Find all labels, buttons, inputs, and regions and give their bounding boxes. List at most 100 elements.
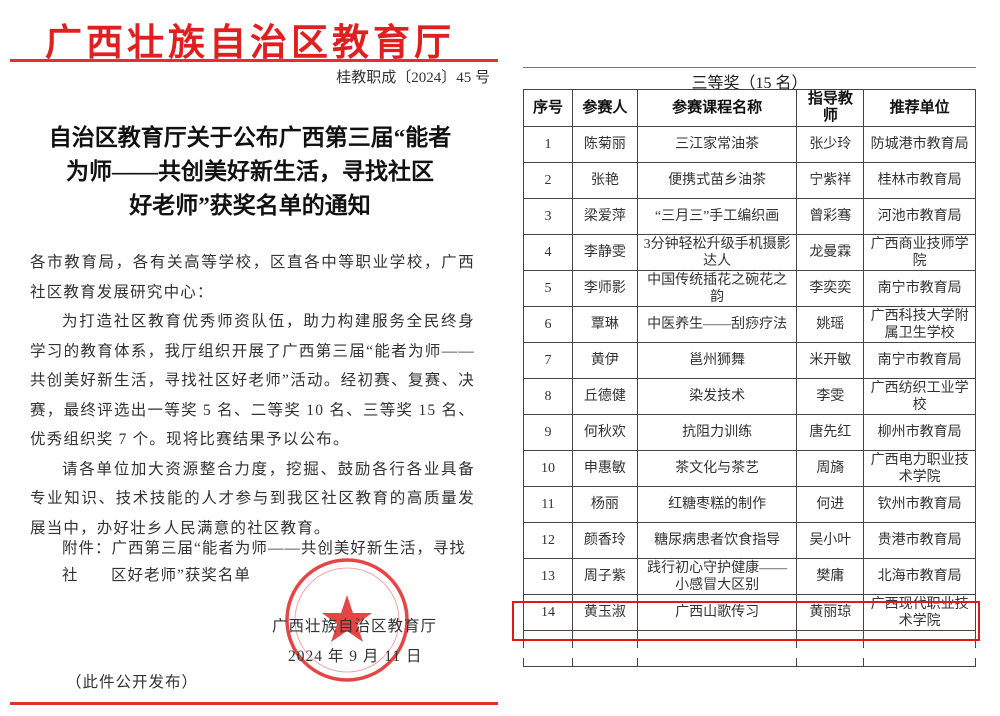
signature-organization: 广西壮族自治区教育厅 xyxy=(272,618,438,635)
recommending-unit-cell: 南宁市教育局 xyxy=(863,342,976,379)
rank-cell: 7 xyxy=(523,342,573,379)
attachment-line-1: 附件：广西第三届“能者为师——共创美好新生活，寻找社 xyxy=(62,540,466,584)
course-name-cell: 中医养生——刮痧疗法 xyxy=(636,306,798,343)
page-crop-edge xyxy=(505,648,1000,658)
instructor-cell: 宁紫祥 xyxy=(796,162,865,199)
page-top-rule xyxy=(523,67,976,68)
body-paragraph: 为打造社区教育优秀师资队伍，助力构建服务全民终身学习的教育体系，我厅组织开展了广… xyxy=(30,313,475,448)
table-row: 5 李师影 中国传统插花之碗花之韵 李奕奕 南宁市教育局 xyxy=(523,270,976,307)
participant-cell: 梁爱萍 xyxy=(571,198,638,235)
participant-cell: 丘德健 xyxy=(571,378,638,415)
course-name-cell: 糖尿病患者饮食指导 xyxy=(636,522,798,559)
signature-date: 2024 年 9 月 11 日 xyxy=(288,648,423,665)
notice-title-line-1: 自治区教育厅关于公布广西第三届“能者 xyxy=(48,125,452,150)
course-name-cell: 广西山歌传习 xyxy=(636,594,798,631)
table-row: 10 申惠敏 茶文化与茶艺 周旖 广西电力职业技术学院 xyxy=(523,450,976,487)
table-row: 4 李静雯 3分钟轻松升级手机摄影达人 龙曼霖 广西商业技师学院 xyxy=(523,234,976,271)
instructor-cell: 李雯 xyxy=(796,378,865,415)
addressee: 各市教育局，各有关高等学校，区直各中等职业学校，广西社区教育发展研究中心： xyxy=(30,254,475,301)
course-name-cell: 抗阻力训练 xyxy=(636,414,798,451)
participant-cell: 颜香玲 xyxy=(571,522,638,559)
recommending-unit-cell: 广西电力职业技术学院 xyxy=(863,450,976,487)
instructor-cell: 黄丽琼 xyxy=(796,594,865,631)
column-header: 推荐单位 xyxy=(863,89,976,127)
instructor-cell: 唐先红 xyxy=(796,414,865,451)
course-name-cell: 中国传统插花之碗花之韵 xyxy=(636,270,798,307)
table-row: 11 杨丽 红糖枣糕的制作 何进 钦州市教育局 xyxy=(523,486,976,523)
table-row: 7 黄伊 邕州狮舞 米开敏 南宁市教育局 xyxy=(523,342,976,379)
recommending-unit-cell: 广西纺织工业学校 xyxy=(863,378,976,415)
instructor-cell: 姚瑶 xyxy=(796,306,865,343)
recommending-unit-cell: 广西现代职业技术学院 xyxy=(863,594,976,631)
bottom-red-rule xyxy=(10,702,498,705)
participant-cell: 陈菊丽 xyxy=(571,126,638,163)
column-header: 参赛人 xyxy=(571,89,638,127)
instructor-cell: 何进 xyxy=(796,486,865,523)
instructor-cell: 曾彩骞 xyxy=(796,198,865,235)
participant-cell: 张艳 xyxy=(571,162,638,199)
instructor-cell: 樊庸 xyxy=(796,558,865,595)
award-list-page: 三等奖（15 名） 序号 参赛人 参赛课程名称 指导教师 推荐单位 1 陈菊丽 三江家常油茶… xyxy=(505,60,1000,667)
recommending-unit-cell: 河池市教育局 xyxy=(863,198,976,235)
rank-cell: 10 xyxy=(523,450,573,487)
document-number: 桂教职成〔2024〕45 号 xyxy=(336,70,490,86)
rank-cell: 13 xyxy=(523,558,573,595)
instructor-cell: 米开敏 xyxy=(796,342,865,379)
table-row: 2 张艳 便携式苗乡油茶 宁紫祥 桂林市教育局 xyxy=(523,162,976,199)
top-red-rule xyxy=(10,59,498,62)
rank-cell: 4 xyxy=(523,234,573,271)
award-table: 序号 参赛人 参赛课程名称 指导教师 推荐单位 1 陈菊丽 三江家常油茶 张少玲 防城港市教育局… xyxy=(523,89,976,667)
participant-cell: 黄伊 xyxy=(571,342,638,379)
rank-cell: 2 xyxy=(523,162,573,199)
official-seal xyxy=(285,558,409,682)
recommending-unit-cell: 南宁市教育局 xyxy=(863,270,976,307)
recommending-unit-cell: 桂林市教育局 xyxy=(863,162,976,199)
participant-cell: 申惠敏 xyxy=(571,450,638,487)
rank-cell: 12 xyxy=(523,522,573,559)
notice-body: 各市教育局，各有关高等学校，区直各中等职业学校，广西社区教育发展研究中心： 为打… xyxy=(30,248,475,543)
column-header: 序号 xyxy=(523,89,573,127)
course-name-cell: “三月三”手工编织画 xyxy=(636,198,798,235)
masthead: 广西壮族自治区教育厅 xyxy=(45,23,455,64)
course-name-cell: 三江家常油茶 xyxy=(636,126,798,163)
publication-note: （此件公开发布） xyxy=(66,674,199,691)
instructor-cell: 吴小叶 xyxy=(796,522,865,559)
instructor-cell: 张少玲 xyxy=(796,126,865,163)
course-name-cell: 茶文化与茶艺 xyxy=(636,450,798,487)
rank-cell: 14 xyxy=(523,594,573,631)
table-row: 3 梁爱萍 “三月三”手工编织画 曾彩骞 河池市教育局 xyxy=(523,198,976,235)
table-row: 8 丘德健 染发技术 李雯 广西纺织工业学校 xyxy=(523,378,976,415)
table-row: 12 颜香玲 糖尿病患者饮食指导 吴小叶 贵港市教育局 xyxy=(523,522,976,559)
participant-cell: 杨丽 xyxy=(571,486,638,523)
participant-cell: 李师影 xyxy=(571,270,638,307)
rank-cell: 5 xyxy=(523,270,573,307)
award-caption: 三等奖（15 名） xyxy=(691,75,808,92)
table-row: 6 覃琳 中医养生——刮痧疗法 姚瑶 广西科技大学附属卫生学校 xyxy=(523,306,976,343)
body-paragraph: 请各单位加大资源整合力度，挖掘、鼓励各行各业具备专业知识、技术技能的人才参与到我… xyxy=(30,460,475,537)
seal-star-icon xyxy=(322,595,372,642)
course-name-cell: 践行初心守护健康——小感冒大区别 xyxy=(636,558,798,595)
table-row: 13 周子紫 践行初心守护健康——小感冒大区别 樊庸 北海市教育局 xyxy=(523,558,976,595)
rank-cell: 3 xyxy=(523,198,573,235)
participant-cell: 李静雯 xyxy=(571,234,638,271)
recommending-unit-cell: 防城港市教育局 xyxy=(863,126,976,163)
participant-cell: 何秋欢 xyxy=(571,414,638,451)
table-header-row: 序号 参赛人 参赛课程名称 指导教师 推荐单位 xyxy=(523,89,976,127)
recommending-unit-cell: 钦州市教育局 xyxy=(863,486,976,523)
participant-cell: 周子紫 xyxy=(571,558,638,595)
column-header: 指导教师 xyxy=(796,89,865,127)
rank-cell: 6 xyxy=(523,306,573,343)
notice-title-line-2: 为师——共创美好新生活，寻找社区 xyxy=(66,159,434,184)
course-name-cell: 红糖枣糕的制作 xyxy=(636,486,798,523)
participant-cell: 覃琳 xyxy=(571,306,638,343)
table-row: 14 黄玉淑 广西山歌传习 黄丽琼 广西现代职业技术学院 xyxy=(523,594,976,631)
course-name-cell: 便携式苗乡油茶 xyxy=(636,162,798,199)
recommending-unit-cell: 北海市教育局 xyxy=(863,558,976,595)
rank-cell: 11 xyxy=(523,486,573,523)
instructor-cell: 龙曼霖 xyxy=(796,234,865,271)
rank-cell: 9 xyxy=(523,414,573,451)
instructor-cell: 周旖 xyxy=(796,450,865,487)
notice-document: 广西壮族自治区教育厅 桂教职成〔2024〕45 号 自治区教育厅关于公布广西第三… xyxy=(10,23,498,705)
rank-cell: 8 xyxy=(523,378,573,415)
recommending-unit-cell: 广西科技大学附属卫生学校 xyxy=(863,306,976,343)
